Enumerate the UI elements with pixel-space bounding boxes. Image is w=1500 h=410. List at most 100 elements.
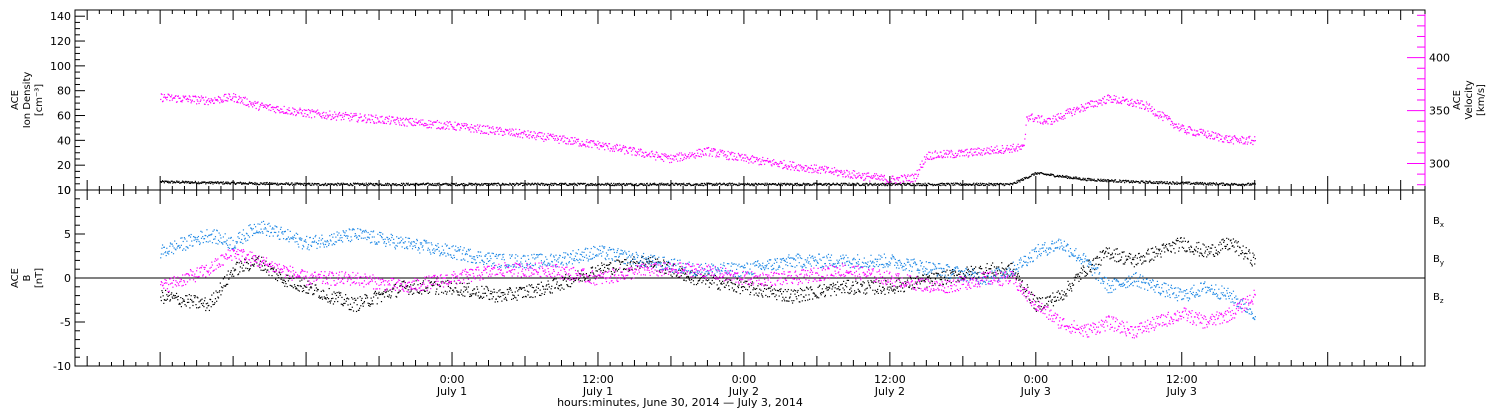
data-point <box>843 182 845 184</box>
data-point <box>946 269 948 271</box>
data-point <box>1112 180 1114 182</box>
data-point <box>280 111 282 113</box>
data-point <box>401 118 403 121</box>
data-point <box>276 109 279 111</box>
data-point <box>833 167 836 169</box>
data-point <box>948 152 951 154</box>
data-point <box>812 184 814 186</box>
data-point <box>917 175 919 177</box>
data-point <box>1018 179 1020 182</box>
data-point <box>549 292 552 294</box>
data-point <box>826 289 828 291</box>
data-point <box>679 266 681 268</box>
data-point <box>691 278 693 281</box>
data-point <box>550 182 552 184</box>
data-point <box>1159 182 1162 184</box>
data-point <box>767 183 769 185</box>
data-point <box>177 181 179 183</box>
data-point <box>355 299 357 301</box>
data-point <box>490 290 492 292</box>
data-point <box>822 291 825 293</box>
data-point <box>1130 102 1132 104</box>
data-point <box>175 296 177 299</box>
data-point <box>470 183 472 186</box>
data-point <box>317 182 319 185</box>
data-point <box>260 104 262 106</box>
data-point <box>454 287 456 289</box>
data-point <box>708 155 710 157</box>
data-point <box>164 96 166 98</box>
data-point <box>438 121 440 123</box>
data-point <box>762 156 764 159</box>
data-point <box>839 183 841 186</box>
data-point <box>400 184 402 187</box>
data-point <box>345 183 347 185</box>
data-point <box>861 173 864 175</box>
data-point <box>416 291 418 293</box>
data-point <box>995 184 997 187</box>
data-point <box>166 181 169 184</box>
data-point <box>889 181 892 183</box>
data-point <box>1018 146 1020 148</box>
data-point <box>587 145 589 147</box>
data-point <box>462 182 465 185</box>
data-point <box>894 182 896 184</box>
data-point <box>684 273 686 275</box>
data-point <box>1070 111 1072 113</box>
data-point <box>315 183 318 185</box>
data-point <box>504 128 507 130</box>
data-point <box>759 183 761 185</box>
data-point <box>1083 178 1086 181</box>
data-point <box>710 275 712 277</box>
data-point <box>231 181 233 183</box>
data-point <box>817 286 819 289</box>
data-point <box>185 180 187 183</box>
data-point <box>251 106 254 108</box>
data-point <box>1058 176 1060 178</box>
data-point <box>670 154 672 156</box>
data-point <box>562 141 564 143</box>
data-point <box>995 152 997 154</box>
data-point <box>1201 181 1204 184</box>
top-left-tick-label: 80 <box>57 85 71 98</box>
data-point <box>1176 183 1179 185</box>
data-point <box>418 292 420 294</box>
data-point <box>886 182 888 185</box>
data-point <box>661 265 664 267</box>
data-point <box>947 182 949 185</box>
data-point <box>438 127 440 129</box>
data-point <box>673 273 675 275</box>
data-point <box>923 184 925 186</box>
data-point <box>852 170 854 172</box>
data-point <box>390 185 392 187</box>
data-point <box>301 279 303 281</box>
data-point <box>390 295 392 297</box>
data-point <box>622 261 624 263</box>
top-left-tick-label: 100 <box>50 60 71 73</box>
data-point <box>485 285 487 288</box>
data-point <box>881 178 883 180</box>
data-point <box>185 98 187 100</box>
data-point <box>1043 121 1045 123</box>
data-point <box>837 170 839 172</box>
data-point <box>605 182 607 185</box>
data-point <box>229 96 231 98</box>
data-point <box>612 146 614 148</box>
data-point <box>869 285 871 287</box>
data-point <box>334 183 336 185</box>
data-point <box>581 140 583 143</box>
data-point <box>790 164 792 166</box>
data-point <box>1170 182 1172 184</box>
data-point <box>411 124 413 126</box>
data-point <box>227 100 229 102</box>
data-point <box>282 183 285 185</box>
data-point <box>485 182 487 185</box>
data-point <box>185 295 187 297</box>
data-point <box>503 130 505 133</box>
data-point <box>203 103 206 105</box>
data-point <box>209 298 211 300</box>
data-point <box>660 183 662 185</box>
data-point <box>370 297 372 299</box>
data-point <box>1121 99 1123 102</box>
data-point <box>234 96 236 98</box>
